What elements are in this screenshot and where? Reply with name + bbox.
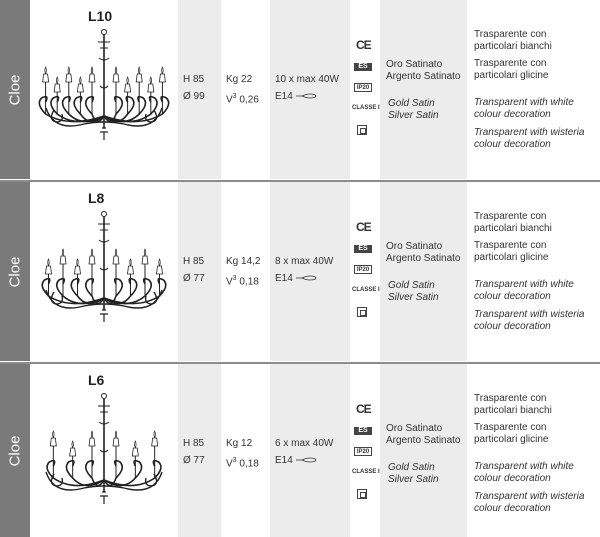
family-label: Cloe (6, 435, 24, 466)
finish-it-2: Argento Satinato (386, 71, 461, 82)
shade-column (380, 0, 467, 179)
decor-en-1a: Transparent with white (474, 97, 574, 108)
shade-column (178, 0, 221, 179)
finish-en-2: Silver Satin (388, 474, 439, 485)
decor-it-2b: particolari glicine (474, 70, 549, 81)
shade-column (178, 364, 221, 537)
finish-it-2: Argento Satinato (386, 253, 461, 264)
volume-value: V3 0,18 (226, 457, 259, 470)
socket-spec: E14 (275, 273, 318, 285)
diameter-value: Ø 77 (183, 273, 205, 284)
decor-it-1b: particolari bianchi (474, 223, 552, 234)
double-insulation-icon (357, 489, 367, 499)
ip20-mark: IP20 (354, 83, 372, 92)
ce-mark: CE (356, 38, 372, 52)
decor-en-2b: colour decoration (474, 321, 551, 332)
family-label: Cloe (6, 74, 24, 105)
volume-value: V3 0,18 (226, 275, 259, 288)
weight-value: Kg 22 (226, 74, 253, 85)
double-insulation-icon (357, 307, 367, 317)
es-mark: ES (354, 245, 372, 253)
decor-it-2b: particolari glicine (474, 252, 549, 263)
shade-column (270, 364, 350, 537)
weight-value: Kg 12 (226, 438, 253, 449)
bulb-icon (295, 457, 316, 463)
product-row: Cloe L6 H 85 Ø 77 Kg 12 V3 0,18 6 x max … (0, 364, 600, 537)
finish-en-1: Gold Satin (388, 98, 435, 109)
es-mark: ES (354, 427, 372, 435)
ip20-mark: IP20 (354, 265, 372, 274)
socket-spec: E14 (275, 455, 318, 467)
ce-mark: CE (356, 402, 372, 416)
bulb-icon (295, 275, 316, 281)
family-label: Cloe (6, 256, 24, 287)
product-row: Cloe L10 H 85 Ø 99 Kg 22 V3 0,26 10 x ma… (0, 0, 600, 179)
shade-column (380, 182, 467, 361)
row-divider (0, 362, 600, 364)
decor-en-2b: colour decoration (474, 139, 551, 150)
family-sidebar: Cloe (0, 182, 30, 361)
weight-value: Kg 14,2 (226, 256, 261, 267)
decor-en-2a: Transparent with wisteria (474, 491, 585, 502)
socket-spec: E14 (275, 91, 318, 103)
finish-en-1: Gold Satin (388, 280, 435, 291)
decor-en-2a: Transparent with wisteria (474, 309, 585, 320)
ce-mark: CE (356, 220, 372, 234)
decor-it-2b: particolari glicine (474, 434, 549, 445)
finish-en-2: Silver Satin (388, 292, 439, 303)
finish-en-2: Silver Satin (388, 110, 439, 121)
decor-en-1a: Transparent with white (474, 461, 574, 472)
height-value: H 85 (183, 438, 205, 449)
ip20-mark: IP20 (354, 447, 372, 456)
bulb-spec: 8 x max 40W (275, 256, 334, 267)
height-value: H 85 (183, 74, 205, 85)
bulb-spec: 10 x max 40W (275, 74, 339, 85)
decor-it-1a: Trasparente con (474, 29, 547, 40)
es-mark: ES (354, 63, 372, 71)
height-value: H 85 (183, 256, 205, 267)
family-sidebar: Cloe (0, 0, 30, 179)
shade-column (178, 182, 221, 361)
decor-en-1b: colour decoration (474, 473, 551, 484)
decor-en-2a: Transparent with wisteria (474, 127, 585, 138)
model-code: L10 (88, 8, 113, 24)
decor-it-2a: Trasparente con (474, 58, 547, 69)
decor-it-1b: particolari bianchi (474, 405, 552, 416)
decor-en-1a: Transparent with white (474, 279, 574, 290)
class-label: CLASSE I (352, 287, 380, 293)
family-sidebar: Cloe (0, 364, 30, 537)
row-divider (0, 180, 600, 182)
diameter-value: Ø 99 (183, 91, 205, 102)
double-insulation-icon (357, 125, 367, 135)
finish-en-1: Gold Satin (388, 462, 435, 473)
volume-value: V3 0,26 (226, 93, 259, 106)
model-code: L8 (88, 190, 105, 206)
bulb-icon (295, 93, 316, 99)
chandelier-icon (45, 393, 163, 504)
decor-it-2a: Trasparente con (474, 422, 547, 433)
diameter-value: Ø 77 (183, 455, 205, 466)
decor-it-2a: Trasparente con (474, 240, 547, 251)
chandelier-icon (38, 29, 170, 140)
chandelier-icon (41, 211, 167, 322)
model-code: L6 (88, 372, 105, 388)
product-row: Cloe L8 H 85 Ø 77 Kg 14,2 V3 0,18 8 x ma… (0, 182, 600, 361)
decor-en-1b: colour decoration (474, 109, 551, 120)
class-label: CLASSE I (352, 469, 380, 475)
finish-it-1: Oro Satinato (386, 423, 443, 434)
shade-column (270, 0, 350, 179)
finish-it-2: Argento Satinato (386, 435, 461, 446)
bulb-spec: 6 x max 40W (275, 438, 334, 449)
decor-en-2b: colour decoration (474, 503, 551, 514)
finish-it-1: Oro Satinato (386, 59, 443, 70)
shade-column (270, 182, 350, 361)
shade-column (380, 364, 467, 537)
finish-it-1: Oro Satinato (386, 241, 443, 252)
class-label: CLASSE I (352, 105, 380, 111)
decor-it-1a: Trasparente con (474, 211, 547, 222)
decor-en-1b: colour decoration (474, 291, 551, 302)
decor-it-1a: Trasparente con (474, 393, 547, 404)
decor-it-1b: particolari bianchi (474, 41, 552, 52)
